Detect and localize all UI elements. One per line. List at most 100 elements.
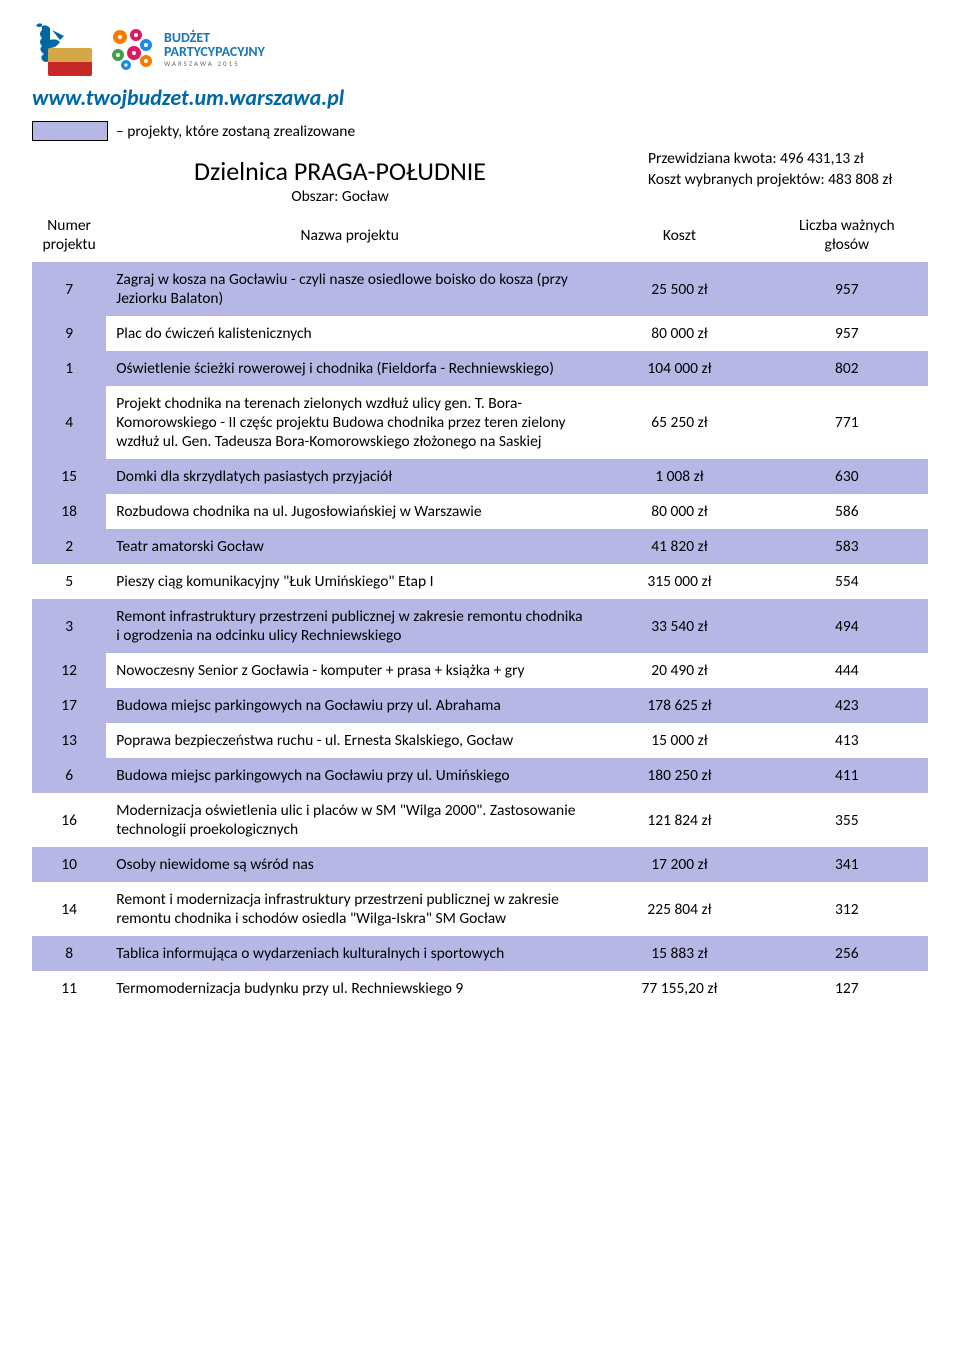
- table-row: 11Termomodernizacja budynku przy ul. Rec…: [32, 971, 928, 1006]
- project-name: Pieszy ciąg komunikacyjny "Łuk Umińskieg…: [106, 564, 593, 599]
- project-name: Osoby niewidome są wśród nas: [106, 847, 593, 882]
- project-votes: 494: [766, 599, 928, 653]
- project-cost: 15 000 zł: [593, 723, 765, 758]
- table-row: 9Plac do ćwiczeń kalistenicznych80 000 z…: [32, 316, 928, 351]
- title-block: Dzielnica PRAGA-POŁUDNIE Obszar: Gocław: [60, 155, 620, 206]
- budget-subtitle: WARSZAWA 2015: [164, 60, 265, 67]
- project-name: Plac do ćwiczeń kalistenicznych: [106, 316, 593, 351]
- project-cost: 17 200 zł: [593, 847, 765, 882]
- col-header-cost: Koszt: [593, 208, 765, 262]
- project-cost: 15 883 zł: [593, 936, 765, 971]
- project-name: Teatr amatorski Gocław: [106, 529, 593, 564]
- table-row: 16Modernizacja oświetlenia ulic i placów…: [32, 793, 928, 847]
- project-name: Projekt chodnika na terenach zielonych w…: [106, 386, 593, 459]
- project-name: Modernizacja oświetlenia ulic i placów w…: [106, 793, 593, 847]
- project-name: Poprawa bezpieczeństwa ruchu - ul. Ernes…: [106, 723, 593, 758]
- project-number: 8: [32, 936, 106, 971]
- project-number: 15: [32, 459, 106, 494]
- project-votes: 127: [766, 971, 928, 1006]
- header-logos: BUDŻET PARTYCYPACYJNY WARSZAWA 2015: [32, 20, 928, 78]
- project-cost: 1 008 zł: [593, 459, 765, 494]
- project-votes: 423: [766, 688, 928, 723]
- project-name: Domki dla skrzydlatych pasiastych przyja…: [106, 459, 593, 494]
- area-subtitle: Obszar: Gocław: [60, 187, 620, 206]
- project-votes: 630: [766, 459, 928, 494]
- project-cost: 25 500 zł: [593, 262, 765, 316]
- quota-planned: Przewidziana kwota: 496 431,13 zł: [648, 149, 928, 170]
- project-votes: 411: [766, 758, 928, 793]
- table-row: 14Remont i modernizacja infrastruktury p…: [32, 882, 928, 936]
- table-row: 10Osoby niewidome są wśród nas17 200 zł3…: [32, 847, 928, 882]
- project-name: Termomodernizacja budynku przy ul. Rechn…: [106, 971, 593, 1006]
- table-row: 6Budowa miejsc parkingowych na Gocławiu …: [32, 758, 928, 793]
- project-votes: 355: [766, 793, 928, 847]
- project-number: 12: [32, 653, 106, 688]
- project-votes: 586: [766, 494, 928, 529]
- project-number: 17: [32, 688, 106, 723]
- project-number: 1: [32, 351, 106, 386]
- legend-color-box: [32, 121, 108, 141]
- table-row: 3Remont infrastruktury przestrzeni publi…: [32, 599, 928, 653]
- project-cost: 178 625 zł: [593, 688, 765, 723]
- table-row: 1Oświetlenie ścieżki rowerowej i chodnik…: [32, 351, 928, 386]
- project-votes: 554: [766, 564, 928, 599]
- project-number: 2: [32, 529, 106, 564]
- warsaw-logo: [32, 20, 94, 78]
- project-number: 10: [32, 847, 106, 882]
- project-name: Rozbudowa chodnika na ul. Jugosłowiański…: [106, 494, 593, 529]
- project-votes: 957: [766, 262, 928, 316]
- project-cost: 80 000 zł: [593, 316, 765, 351]
- project-number: 11: [32, 971, 106, 1006]
- projects-table: Numer projektu Nazwa projektu Koszt Licz…: [32, 208, 928, 1006]
- budget-title-line2: PARTYCYPACYJNY: [164, 45, 265, 60]
- project-votes: 771: [766, 386, 928, 459]
- project-cost: 77 155,20 zł: [593, 971, 765, 1006]
- project-name: Zagraj w kosza na Gocławiu - czyli nasze…: [106, 262, 593, 316]
- project-cost: 65 250 zł: [593, 386, 765, 459]
- table-row: 2Teatr amatorski Gocław41 820 zł583: [32, 529, 928, 564]
- project-cost: 180 250 zł: [593, 758, 765, 793]
- project-name: Nowoczesny Senior z Gocławia - komputer …: [106, 653, 593, 688]
- col-header-name: Nazwa projektu: [106, 208, 593, 262]
- project-name: Budowa miejsc parkingowych na Gocławiu p…: [106, 688, 593, 723]
- project-cost: 315 000 zł: [593, 564, 765, 599]
- project-number: 4: [32, 386, 106, 459]
- legend-text: – projekty, które zostaną zrealizowane: [116, 122, 355, 141]
- project-number: 7: [32, 262, 106, 316]
- legend-row: – projekty, które zostaną zrealizowane: [32, 121, 928, 141]
- col-header-votes: Liczba ważnych głosów: [766, 208, 928, 262]
- table-row: 12Nowoczesny Senior z Gocławia - kompute…: [32, 653, 928, 688]
- project-cost: 104 000 zł: [593, 351, 765, 386]
- table-row: 13Poprawa bezpieczeństwa ruchu - ul. Ern…: [32, 723, 928, 758]
- project-votes: 341: [766, 847, 928, 882]
- project-votes: 256: [766, 936, 928, 971]
- project-number: 13: [32, 723, 106, 758]
- project-votes: 957: [766, 316, 928, 351]
- table-row: 8Tablica informująca o wydarzeniach kult…: [32, 936, 928, 971]
- project-number: 16: [32, 793, 106, 847]
- col-header-number: Numer projektu: [32, 208, 106, 262]
- budget-logo: BUDŻET PARTYCYPACYJNY WARSZAWA 2015: [108, 25, 265, 73]
- project-votes: 802: [766, 351, 928, 386]
- quota-selected: Koszt wybranych projektów: 483 808 zł: [648, 170, 928, 191]
- project-number: 3: [32, 599, 106, 653]
- project-number: 9: [32, 316, 106, 351]
- project-name: Budowa miejsc parkingowych na Gocławiu p…: [106, 758, 593, 793]
- project-cost: 225 804 zł: [593, 882, 765, 936]
- project-number: 14: [32, 882, 106, 936]
- project-cost: 41 820 zł: [593, 529, 765, 564]
- project-name: Remont i modernizacja infrastruktury prz…: [106, 882, 593, 936]
- district-title: Dzielnica PRAGA-POŁUDNIE: [60, 155, 620, 187]
- quota-block: Przewidziana kwota: 496 431,13 zł Koszt …: [648, 149, 928, 191]
- project-number: 6: [32, 758, 106, 793]
- table-row: 7Zagraj w kosza na Gocławiu - czyli nasz…: [32, 262, 928, 316]
- project-cost: 20 490 zł: [593, 653, 765, 688]
- project-cost: 121 824 zł: [593, 793, 765, 847]
- table-row: 15Domki dla skrzydlatych pasiastych przy…: [32, 459, 928, 494]
- project-name: Remont infrastruktury przestrzeni public…: [106, 599, 593, 653]
- project-name: Oświetlenie ścieżki rowerowej i chodnika…: [106, 351, 593, 386]
- project-name: Tablica informująca o wydarzeniach kultu…: [106, 936, 593, 971]
- site-url[interactable]: www.twojbudzet.um.warszawa.pl: [32, 84, 928, 111]
- project-cost: 33 540 zł: [593, 599, 765, 653]
- project-votes: 413: [766, 723, 928, 758]
